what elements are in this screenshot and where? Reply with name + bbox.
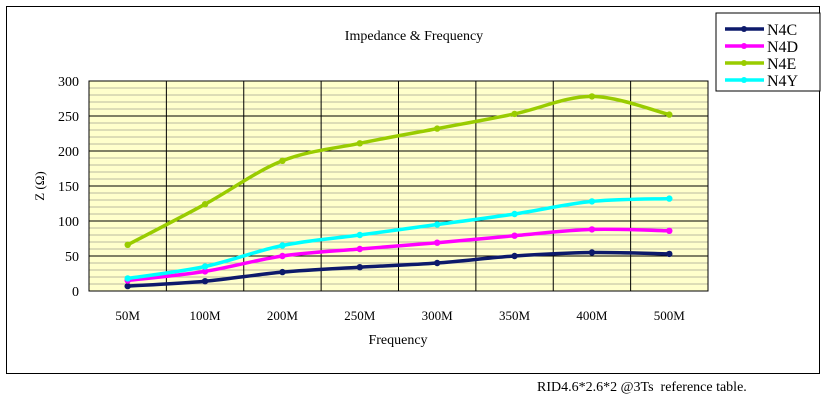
data-point-n4c	[433, 259, 441, 267]
y-tick-label: 200	[58, 145, 79, 160]
series-line-n4y	[127, 196, 670, 281]
y-axis-label: Z (Ω)	[32, 171, 47, 201]
legend-marker-n4e	[741, 60, 747, 66]
data-point-n4e	[511, 110, 518, 118]
chart-title: Impedance & Frequency	[345, 29, 483, 44]
data-point-n4e	[279, 157, 286, 164]
data-point-n4e	[588, 93, 596, 100]
legend-box	[715, 12, 821, 92]
x-tick-label: 200M	[267, 308, 299, 323]
data-point-n4c	[666, 250, 673, 258]
x-tick-label: 250M	[344, 308, 376, 323]
reference-caption: RID4.6*2.6*2 @3Ts reference table.	[537, 380, 747, 395]
y-tick-label: 150	[58, 180, 79, 195]
data-point-n4d	[588, 226, 596, 233]
x-tick-label: 350M	[499, 308, 531, 323]
data-point-n4y	[433, 221, 441, 228]
y-tick-label: 0	[72, 285, 79, 300]
data-point-n4y	[511, 210, 518, 218]
legend-label-n4c: N4C	[767, 22, 797, 39]
data-point-n4d	[201, 268, 209, 275]
y-tick-label: 50	[65, 250, 79, 265]
legend-marker-n4d	[741, 43, 747, 49]
data-point-n4c	[124, 282, 131, 290]
legend-label-n4d: N4D	[767, 39, 798, 56]
data-point-n4d	[433, 239, 441, 246]
y-tick-label: 300	[58, 75, 79, 90]
data-point-n4e	[124, 241, 131, 248]
x-tick-label: 400M	[576, 308, 608, 323]
data-point-n4e	[433, 125, 441, 132]
data-point-n4c	[201, 278, 209, 285]
data-point-n4d	[356, 245, 364, 253]
data-point-n4y	[279, 242, 286, 249]
y-tick-label: 100	[58, 215, 79, 230]
data-point-n4c	[356, 264, 364, 271]
x-tick-label: 500M	[654, 308, 686, 323]
data-point-n4e	[356, 140, 364, 147]
data-point-n4d	[511, 232, 518, 239]
x-tick-label: 50M	[115, 308, 140, 323]
data-point-n4d	[279, 252, 286, 260]
y-tick-label: 250	[58, 110, 79, 125]
data-point-n4e	[201, 201, 209, 208]
data-point-n4y	[124, 275, 131, 282]
legend-marker-n4c	[741, 26, 747, 32]
series-line-n4c	[127, 250, 670, 288]
legend-label-n4e: N4E	[767, 56, 796, 73]
x-axis-label: Frequency	[368, 333, 427, 348]
data-point-n4e	[666, 111, 673, 118]
data-point-n4y	[201, 263, 209, 270]
data-point-n4y	[666, 195, 673, 202]
x-tick-label: 300M	[422, 308, 454, 323]
plot-border	[88, 80, 709, 292]
data-point-n4y	[356, 231, 364, 239]
legend-label-n4y: N4Y	[767, 73, 799, 90]
series-line-n4d	[127, 227, 670, 283]
data-point-n4c	[588, 249, 596, 256]
data-point-n4c	[511, 252, 518, 260]
data-point-n4y	[588, 198, 596, 205]
legend-marker-n4y	[741, 77, 747, 83]
x-tick-label: 100M	[190, 308, 222, 323]
chart-frame	[6, 6, 820, 374]
data-point-n4c	[279, 268, 286, 276]
data-point-n4d	[666, 227, 673, 234]
